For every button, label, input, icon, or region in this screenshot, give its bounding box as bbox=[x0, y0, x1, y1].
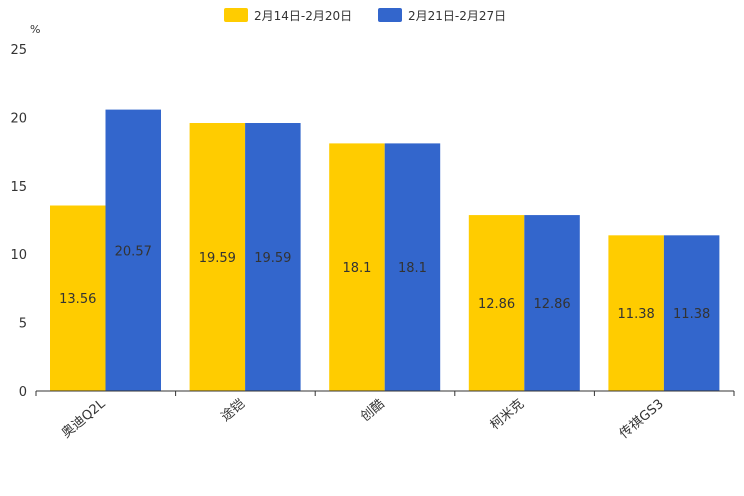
bars bbox=[50, 109, 720, 392]
bar-series-1[interactable] bbox=[468, 215, 525, 391]
legend-label-series-2[interactable]: 2月21日-2月27日 bbox=[408, 9, 506, 23]
y-unit-label: % bbox=[30, 23, 40, 36]
bar-value-label: 20.57 bbox=[115, 244, 152, 259]
bar-series-2[interactable] bbox=[245, 123, 301, 392]
bar-value-label: 18.1 bbox=[398, 261, 427, 276]
legend: 2月14日-2月20日 2月21日-2月27日 bbox=[224, 8, 506, 23]
bar-series-1[interactable] bbox=[608, 235, 664, 391]
y-tick-label: 10 bbox=[10, 248, 27, 263]
bar-series-1[interactable] bbox=[329, 143, 385, 391]
bar-series-1[interactable] bbox=[189, 123, 246, 392]
bar-value-label: 18.1 bbox=[342, 261, 371, 276]
legend-swatch-series-1[interactable] bbox=[224, 8, 248, 22]
bar-series-2[interactable] bbox=[384, 143, 441, 391]
bar-value-label: 12.86 bbox=[478, 297, 515, 312]
x-tick-label: 奥迪Q2L bbox=[59, 396, 109, 441]
x-axis-ticks: 奥迪Q2L 途铠 创酷 柯米克 传祺GS3 bbox=[35, 391, 735, 442]
bar-value-labels: 13.56 20.57 19.59 19.59 18.1 18.1 12.86 12.86 11… bbox=[59, 244, 710, 322]
legend-label-series-1[interactable]: 2月14日-2月20日 bbox=[254, 9, 352, 23]
bar-value-label: 13.56 bbox=[59, 292, 96, 307]
bar-series-2[interactable] bbox=[524, 215, 580, 391]
y-tick-label: 0 bbox=[19, 385, 27, 400]
bar-series-2[interactable] bbox=[663, 235, 720, 391]
legend-swatch-series-2[interactable] bbox=[378, 8, 402, 22]
x-tick-label: 传祺GS3 bbox=[617, 397, 667, 442]
bar-series-2[interactable] bbox=[105, 109, 162, 391]
y-tick-label: 20 bbox=[10, 111, 27, 126]
bar-value-label: 19.59 bbox=[199, 251, 236, 266]
y-tick-label: 5 bbox=[19, 317, 27, 332]
bar-series-1[interactable] bbox=[50, 205, 106, 391]
bar-value-label: 11.38 bbox=[673, 307, 710, 322]
bar-value-label: 19.59 bbox=[254, 251, 291, 266]
x-tick-label: 途铠 bbox=[218, 396, 248, 425]
bar-value-label: 11.38 bbox=[618, 307, 655, 322]
x-tick-label: 柯米克 bbox=[488, 397, 528, 434]
y-tick-label: 15 bbox=[10, 180, 27, 195]
y-axis-ticks: 0 5 10 15 20 25 bbox=[10, 43, 27, 400]
y-tick-label: 25 bbox=[10, 43, 27, 58]
x-tick-label: 创酷 bbox=[358, 397, 388, 425]
bar-value-label: 12.86 bbox=[533, 297, 570, 312]
